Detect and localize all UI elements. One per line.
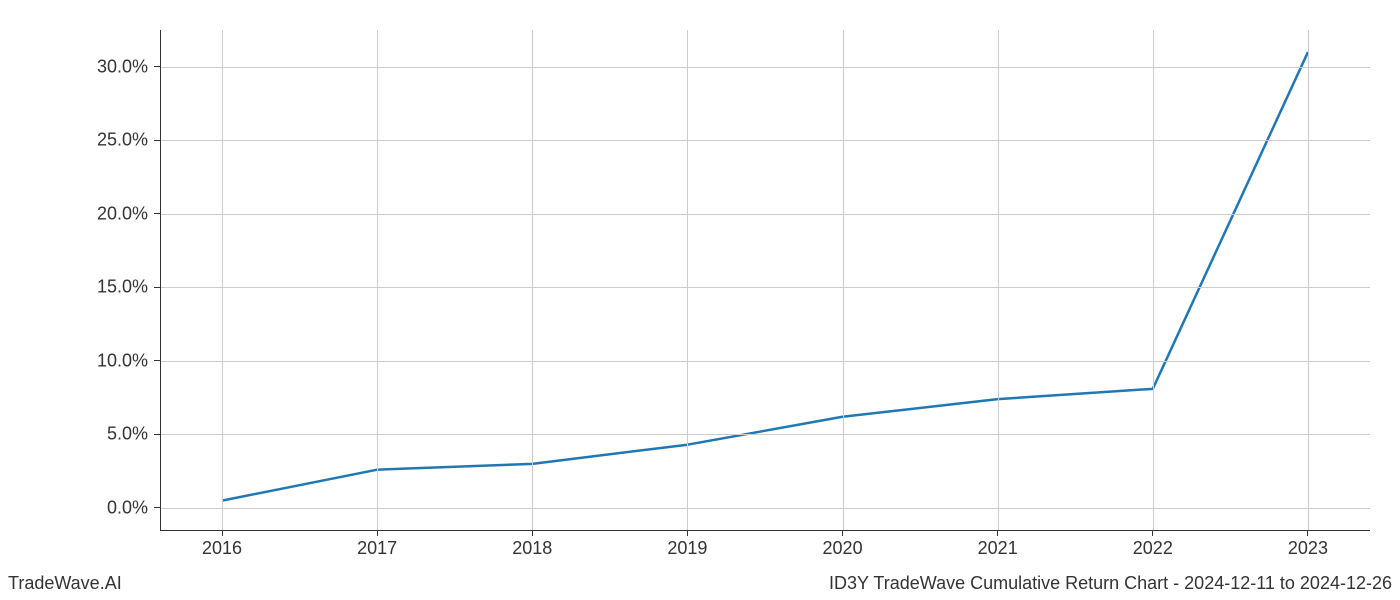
grid-line-horizontal [160, 287, 1370, 288]
y-tick-label: 15.0% [0, 277, 148, 298]
y-tick-label: 10.0% [0, 350, 148, 371]
x-tick-label: 2018 [512, 538, 552, 559]
y-tick-label: 0.0% [0, 497, 148, 518]
grid-line-horizontal [160, 508, 1370, 509]
grid-line-vertical [1153, 30, 1154, 530]
x-tick-label: 2017 [357, 538, 397, 559]
grid-line-horizontal [160, 361, 1370, 362]
grid-line-vertical [222, 30, 223, 530]
watermark-left: TradeWave.AI [8, 573, 122, 594]
x-axis-spine [160, 530, 1370, 531]
return-line [222, 52, 1308, 501]
grid-line-vertical [1308, 30, 1309, 530]
grid-line-horizontal [160, 214, 1370, 215]
grid-line-horizontal [160, 67, 1370, 68]
y-tick-label: 5.0% [0, 424, 148, 445]
y-tick-label: 20.0% [0, 203, 148, 224]
x-tick-label: 2022 [1133, 538, 1173, 559]
grid-line-horizontal [160, 140, 1370, 141]
y-tick-label: 25.0% [0, 130, 148, 151]
line-series [160, 30, 1370, 530]
plot-area [160, 30, 1370, 530]
x-tick-label: 2021 [978, 538, 1018, 559]
x-tick-label: 2016 [202, 538, 242, 559]
cumulative-return-chart: TradeWave.AI ID3Y TradeWave Cumulative R… [0, 0, 1400, 600]
y-axis-spine [160, 30, 161, 530]
chart-caption: ID3Y TradeWave Cumulative Return Chart -… [829, 573, 1392, 594]
grid-line-vertical [687, 30, 688, 530]
grid-line-vertical [532, 30, 533, 530]
grid-line-horizontal [160, 434, 1370, 435]
y-tick-label: 30.0% [0, 56, 148, 77]
x-tick-label: 2023 [1288, 538, 1328, 559]
grid-line-vertical [843, 30, 844, 530]
grid-line-vertical [377, 30, 378, 530]
grid-line-vertical [998, 30, 999, 530]
x-tick-label: 2019 [667, 538, 707, 559]
x-tick-label: 2020 [823, 538, 863, 559]
